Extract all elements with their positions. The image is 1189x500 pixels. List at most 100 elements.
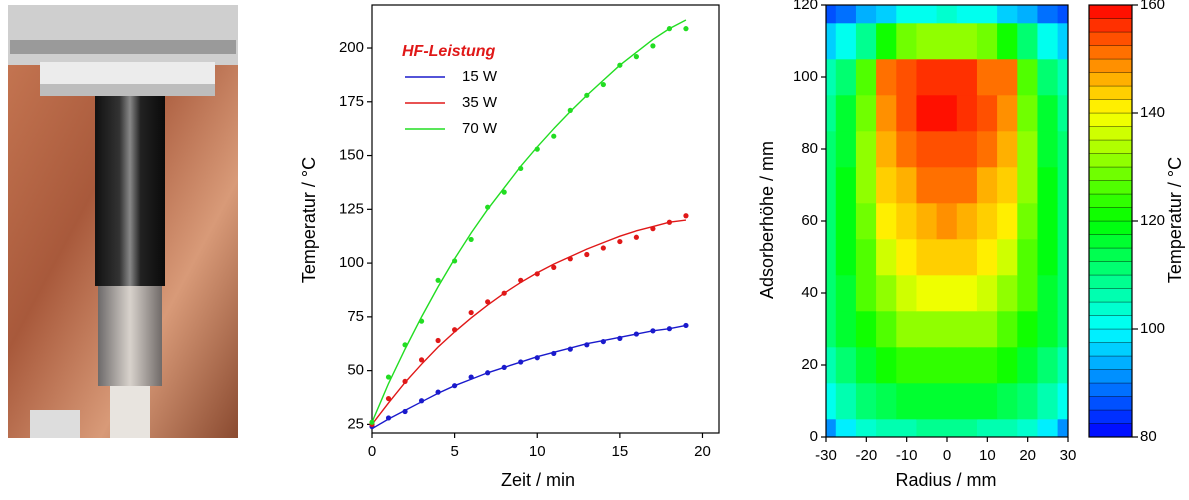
data-point — [518, 359, 524, 365]
contour-cell — [855, 418, 877, 438]
contour-cell — [976, 346, 998, 384]
data-point — [534, 146, 540, 152]
data-point — [402, 378, 408, 384]
x-axis-label: Radius / mm — [895, 470, 996, 490]
contour-cell — [936, 238, 958, 276]
contour-cell — [997, 382, 1018, 420]
contour-cell — [825, 346, 837, 384]
contour-cell — [835, 130, 857, 168]
colorbar-band — [1088, 45, 1133, 60]
contour-cell — [825, 274, 837, 312]
data-point — [418, 398, 425, 404]
data-point — [617, 62, 623, 68]
y-tick-label: 100 — [339, 254, 364, 271]
legend-label: 15 W — [462, 68, 498, 85]
contour-cell — [1037, 346, 1059, 384]
contour-cell — [997, 22, 1018, 60]
contour-cell — [916, 310, 938, 348]
contour-cell — [1037, 238, 1059, 276]
contour-cell — [1037, 94, 1059, 132]
data-point — [666, 326, 673, 332]
colorbar-band — [1088, 126, 1133, 141]
contour-cell — [896, 202, 918, 240]
contour-cell — [936, 382, 958, 420]
plot-area: 0 5 10 15 20 25 50 75 100 125 150 175 200 15 W 35 W 70 … — [339, 4, 720, 460]
legend-label: 35 W — [462, 94, 498, 111]
data-point — [584, 251, 590, 258]
contour-cell — [855, 346, 877, 384]
contour-cell — [936, 346, 958, 384]
colorbar-band — [1088, 85, 1133, 100]
contour-cell — [1017, 382, 1039, 420]
colorbar-band — [1088, 396, 1133, 411]
contour-cell — [1037, 4, 1059, 24]
contour-cell — [936, 166, 958, 204]
colorbar-tick-label: 160 — [1140, 0, 1165, 13]
data-point — [468, 374, 474, 380]
contour-cell — [976, 238, 998, 276]
colorbar-band — [1088, 355, 1133, 370]
data-point — [584, 342, 590, 348]
contour-cell — [1057, 130, 1069, 168]
contour-cell — [997, 4, 1018, 24]
contour-cell — [1057, 4, 1069, 24]
x-tick-label: -30 — [815, 447, 837, 464]
contour-cell — [1037, 166, 1059, 204]
contour-cell — [916, 274, 938, 312]
contour-cell — [876, 346, 897, 384]
contour-cell — [835, 382, 857, 420]
contour-cell — [1057, 202, 1069, 240]
contour-cell — [1057, 166, 1069, 204]
data-point — [551, 264, 557, 270]
contour-cell — [916, 382, 938, 420]
contour-cell — [997, 94, 1018, 132]
contour-cell — [855, 22, 877, 60]
data-point — [551, 133, 557, 139]
contour-cell — [835, 238, 857, 276]
contour-cell — [956, 130, 978, 168]
y-tick-label: 75 — [347, 308, 364, 325]
data-point — [633, 54, 639, 60]
plot-area: -30 -20 -10 0 10 20 30 0 20 40 60 80 100 120 80 100 120 1… — [793, 0, 1165, 464]
contour-cell — [956, 94, 978, 132]
data-point — [452, 383, 458, 389]
contour-cell — [916, 130, 938, 168]
contour-cell — [1037, 418, 1059, 438]
contour-cell — [835, 4, 857, 24]
contour-cell — [876, 94, 897, 132]
contour-cell — [1017, 346, 1039, 384]
contour-cell — [976, 166, 998, 204]
colorbar-band — [1088, 18, 1133, 33]
contour-cell — [835, 274, 857, 312]
y-tick-label: 100 — [793, 68, 818, 85]
colorbar-band — [1088, 153, 1133, 168]
x-tick-label: 5 — [450, 443, 458, 460]
contour-cell — [855, 166, 877, 204]
contour-cell — [825, 22, 837, 60]
contour-cell — [976, 274, 998, 312]
colorbar-label: Temperatur / °C — [1165, 157, 1185, 283]
y-tick-label: 150 — [339, 147, 364, 164]
contour-cell — [956, 58, 978, 96]
data-point — [584, 92, 590, 98]
contour-cell — [976, 58, 998, 96]
contour-cell — [936, 274, 958, 312]
contour-cell — [916, 58, 938, 96]
contour-cell — [855, 4, 877, 24]
contour-cell — [876, 130, 897, 168]
contour-cell — [835, 202, 857, 240]
contour-cell — [876, 382, 897, 420]
contour-cell — [997, 202, 1018, 240]
data-point — [385, 415, 392, 421]
fit-line — [371, 324, 687, 430]
contour-cell — [1037, 58, 1059, 96]
contour-cell — [997, 130, 1018, 168]
data-point — [551, 350, 557, 357]
colorbar-band — [1088, 409, 1133, 424]
data-point — [402, 408, 408, 415]
data-point — [650, 43, 656, 49]
data-point — [518, 277, 524, 283]
contour-cell — [997, 274, 1018, 312]
contour-cell — [997, 310, 1018, 348]
contour-cell — [825, 418, 837, 438]
